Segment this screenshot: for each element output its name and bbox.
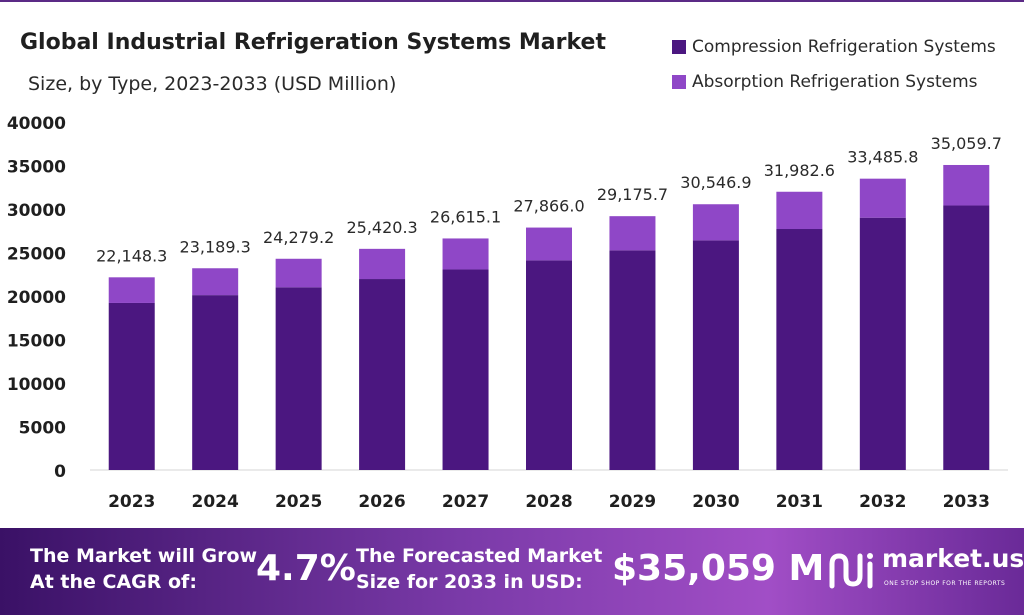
chart-subtitle: Size, by Type, 2023-2033 (USD Million) <box>28 73 397 95</box>
bar-absorption-2026 <box>359 248 406 280</box>
bar-absorption-2023 <box>108 277 155 303</box>
bar-absorption-2024 <box>192 268 239 296</box>
bar-compression-2033 <box>943 205 990 470</box>
legend-swatch-absorption <box>672 75 686 89</box>
data-label-2025: 24,279.2 <box>263 228 334 247</box>
x-tick-label-2030: 2030 <box>692 492 739 512</box>
x-tick-label-2033: 2033 <box>943 492 990 512</box>
bar-compression-2028 <box>526 260 572 470</box>
bar-compression-2024 <box>192 295 239 470</box>
legend-swatch-compression <box>672 40 686 54</box>
x-tick-label-2027: 2027 <box>442 492 489 512</box>
bar-compression-2030 <box>692 240 739 470</box>
data-label-2028: 27,866.0 <box>513 197 584 216</box>
legend-label-absorption: Absorption Refrigeration Systems <box>692 72 978 92</box>
forecast-caption-line2: Size for 2033 in USD: <box>356 571 583 593</box>
market-us-logo-icon <box>829 553 873 589</box>
forecast-value: $35,059 M <box>612 548 825 589</box>
x-tick-label-2023: 2023 <box>108 492 155 512</box>
y-tick-label: 5000 <box>19 419 66 439</box>
bar-compression-2026 <box>359 279 406 470</box>
bar-compression-2031 <box>776 229 823 470</box>
bar-chart: 0 5000 10000 15000 20000 25000 30000 35000 40000… <box>7 114 1008 512</box>
cagr-value: 4.7% <box>256 548 356 589</box>
bar-compression-2027 <box>442 269 489 470</box>
forecast-caption-line1: The Forecasted Market <box>356 545 603 567</box>
y-tick-label: 40000 <box>7 114 66 134</box>
y-tick-label: 0 <box>54 462 66 482</box>
data-label-2023: 22,148.3 <box>96 246 167 265</box>
bar-absorption-2029 <box>609 216 656 251</box>
legend-item-compression: Compression Refrigeration Systems <box>672 36 996 58</box>
bar-absorption-2027 <box>442 238 489 270</box>
x-tick-label-2032: 2032 <box>859 492 906 512</box>
data-label-2024: 23,189.3 <box>180 237 251 256</box>
x-tick-label-2031: 2031 <box>776 492 823 512</box>
bar-absorption-2032 <box>859 178 906 218</box>
data-label-2032: 33,485.8 <box>847 148 918 167</box>
y-tick-label: 20000 <box>7 288 66 308</box>
data-label-2027: 26,615.1 <box>430 207 501 226</box>
x-tick-label-2029: 2029 <box>609 492 656 512</box>
y-tick-label: 15000 <box>7 332 66 352</box>
data-label-2030: 30,546.9 <box>680 173 751 192</box>
cagr-caption-line2: At the CAGR of: <box>30 571 197 593</box>
chart-title: Global Industrial Refrigeration Systems … <box>20 30 606 55</box>
x-tick-label-2026: 2026 <box>358 492 405 512</box>
data-label-2031: 31,982.6 <box>764 161 835 180</box>
data-label-2026: 25,420.3 <box>346 218 417 237</box>
brand-name: market.us <box>882 544 1024 573</box>
y-tick-label: 25000 <box>7 245 66 265</box>
y-tick-label: 10000 <box>7 375 66 395</box>
legend-label-compression: Compression Refrigeration Systems <box>692 37 996 57</box>
y-tick-label: 35000 <box>7 158 66 178</box>
y-tick-label: 30000 <box>7 201 66 221</box>
bar-compression-2025 <box>275 287 322 470</box>
brand-tagline: ONE STOP SHOP FOR THE REPORTS <box>884 580 1006 587</box>
legend: Compression Refrigeration Systems Absorp… <box>672 36 996 106</box>
bar-compression-2023 <box>108 302 155 470</box>
cagr-caption-line1: The Market will Grow <box>30 545 258 567</box>
x-tick-label-2025: 2025 <box>275 492 322 512</box>
bar-absorption-2031 <box>776 191 823 230</box>
bar-absorption-2025 <box>275 258 322 288</box>
legend-item-absorption: Absorption Refrigeration Systems <box>672 71 996 93</box>
bar-compression-2032 <box>859 217 906 470</box>
bar-absorption-2033 <box>943 164 990 206</box>
bar-compression-2029 <box>609 250 656 470</box>
summary-banner: The Market will Grow At the CAGR of: 4.7… <box>0 528 1024 615</box>
data-label-2033: 35,059.7 <box>931 134 1002 153</box>
x-tick-label-2028: 2028 <box>525 492 572 512</box>
data-label-2029: 29,175.7 <box>597 185 668 204</box>
bar-absorption-2030 <box>692 204 739 241</box>
bar-absorption-2028 <box>526 227 572 261</box>
x-tick-label-2024: 2024 <box>192 492 239 512</box>
